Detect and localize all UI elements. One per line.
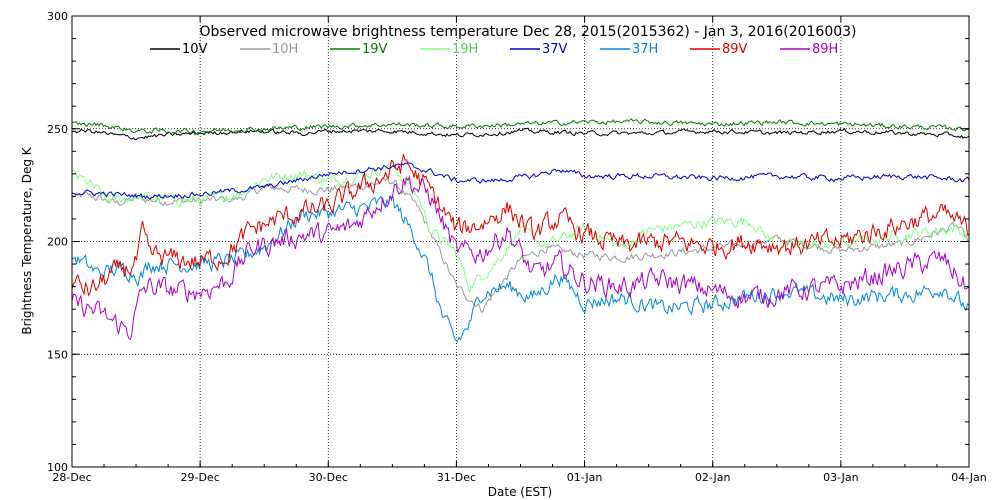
legend-label-10H: 10H: [272, 42, 298, 57]
legend-label-37V: 37V: [542, 42, 568, 57]
x-tick-label: 31-Dec: [437, 471, 476, 484]
x-tick-label: 28-Dec: [52, 471, 91, 484]
x-tick-label: 29-Dec: [181, 471, 220, 484]
y-tick-label: 300: [47, 10, 68, 23]
series-line-37V: [71, 162, 970, 200]
x-tick-label: 30-Dec: [309, 471, 348, 484]
data-series: [71, 118, 970, 342]
series-line-37H: [71, 195, 970, 342]
x-tick-label: 03-Jan: [823, 471, 859, 484]
series-line-89V: [71, 154, 970, 297]
x-axis-label: Date (EST): [488, 485, 552, 499]
series-line-10V: [71, 127, 970, 141]
legend-label-19V: 19V: [362, 42, 388, 57]
y-tick-label: 200: [47, 236, 68, 249]
legend: 10V 10H 19V 19H 37V 37H 89V 89H: [150, 42, 838, 57]
legend-label-10V: 10V: [182, 42, 208, 57]
legend-label-19H: 19H: [452, 42, 478, 57]
axis-ticks: 28-Dec 29-Dec 30-Dec 31-Dec 01-Jan 02-Jan 03-J…: [47, 10, 987, 484]
series-line-89H: [71, 175, 970, 341]
y-tick-label: 100: [47, 461, 68, 474]
chart-title: Observed microwave brightness temperatur…: [199, 24, 856, 40]
x-tick-label: 02-Jan: [695, 471, 731, 484]
x-tick-label: 01-Jan: [567, 471, 603, 484]
x-tick-label: 04-Jan: [951, 471, 987, 484]
legend-label-89V: 89V: [722, 42, 748, 57]
y-tick-label: 150: [47, 348, 68, 361]
series-line-19H: [71, 159, 970, 293]
legend-label-89H: 89H: [812, 42, 838, 57]
series-line-19V: [71, 118, 970, 135]
legend-label-37H: 37H: [632, 42, 658, 57]
y-tick-label: 250: [47, 123, 68, 136]
y-axis-label: Brightness Temperature, Deg K: [20, 146, 34, 334]
